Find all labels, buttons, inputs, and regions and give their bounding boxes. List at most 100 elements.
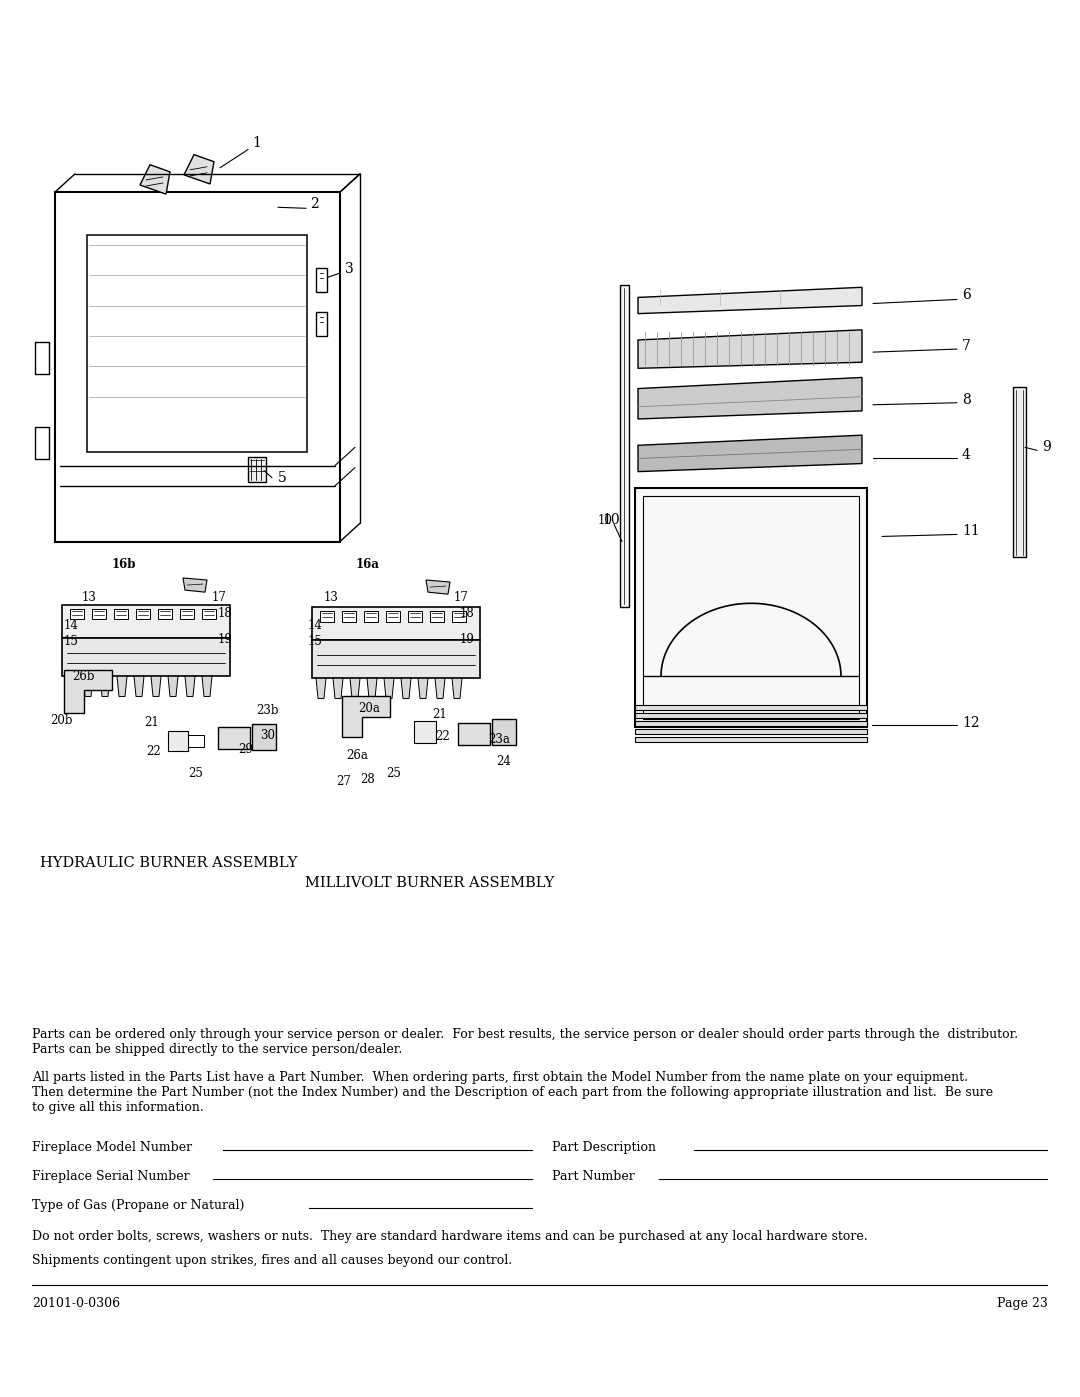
Bar	[312, 640, 480, 679]
Bar	[635, 738, 867, 742]
Bar	[1013, 387, 1026, 557]
Text: 25: 25	[188, 767, 203, 780]
Bar	[202, 609, 216, 619]
Bar	[248, 457, 266, 482]
Bar	[70, 609, 84, 619]
Bar	[62, 638, 230, 676]
Bar	[635, 704, 867, 710]
Text: Fireplace Model Number: Fireplace Model Number	[32, 1141, 192, 1154]
Text: 13: 13	[82, 591, 97, 604]
Polygon shape	[350, 679, 360, 698]
Polygon shape	[384, 679, 394, 698]
Text: 17: 17	[212, 591, 227, 604]
Text: 10: 10	[602, 513, 620, 527]
Bar	[492, 719, 516, 745]
Text: 16a: 16a	[356, 559, 380, 571]
Text: Parts can be ordered only through your service person or dealer.  For best resul: Parts can be ordered only through your s…	[32, 1028, 1018, 1056]
Bar	[114, 609, 129, 619]
Bar	[180, 609, 194, 619]
Text: HYDRAULIC BURNER ASSEMBLY: HYDRAULIC BURNER ASSEMBLY	[40, 855, 297, 869]
Polygon shape	[435, 679, 445, 698]
Text: 19: 19	[460, 633, 475, 647]
Bar	[342, 612, 356, 622]
Text: 4: 4	[962, 448, 971, 462]
Text: 22: 22	[146, 745, 161, 757]
Polygon shape	[333, 679, 343, 698]
Text: 25: 25	[386, 767, 401, 780]
Text: MILLIVOLT BURNER ASSEMBLY: MILLIVOLT BURNER ASSEMBLY	[305, 876, 554, 890]
Text: 12: 12	[962, 715, 980, 729]
Bar	[635, 488, 867, 726]
Text: 15: 15	[64, 636, 79, 648]
Bar	[168, 731, 188, 752]
Bar	[414, 721, 436, 743]
Polygon shape	[184, 155, 214, 184]
Text: 20a: 20a	[357, 703, 380, 715]
Text: 5: 5	[278, 471, 287, 485]
Bar	[316, 312, 327, 335]
Polygon shape	[638, 377, 862, 419]
Bar	[252, 724, 276, 750]
Bar	[55, 193, 340, 542]
Polygon shape	[117, 676, 127, 697]
Bar	[635, 729, 867, 733]
Polygon shape	[638, 330, 862, 369]
Text: 1: 1	[252, 137, 261, 151]
Polygon shape	[168, 676, 178, 697]
Text: HOW TO ORDER REPAIR PARTS: HOW TO ORDER REPAIR PARTS	[288, 968, 792, 996]
Polygon shape	[83, 676, 93, 697]
Text: Type of Gas (Propane or Natural): Type of Gas (Propane or Natural)	[32, 1199, 245, 1211]
Polygon shape	[638, 288, 862, 314]
Text: 16b: 16b	[112, 559, 136, 571]
Text: 17: 17	[454, 591, 469, 604]
Polygon shape	[134, 676, 144, 697]
Polygon shape	[453, 679, 462, 698]
Text: Fireplace Serial Number: Fireplace Serial Number	[32, 1169, 190, 1183]
Polygon shape	[185, 676, 195, 697]
Text: 14: 14	[308, 619, 323, 631]
Text: 10: 10	[598, 514, 612, 527]
Bar	[87, 235, 307, 453]
Bar	[453, 612, 465, 622]
Bar	[408, 612, 422, 622]
Text: 11: 11	[962, 524, 980, 538]
Bar	[320, 612, 334, 622]
Bar	[635, 721, 867, 726]
Bar	[35, 342, 49, 374]
Bar	[430, 612, 444, 622]
Text: 14: 14	[64, 619, 79, 631]
Polygon shape	[401, 679, 411, 698]
Bar	[386, 612, 400, 622]
Bar	[35, 427, 49, 460]
Text: 19: 19	[218, 633, 233, 647]
Text: Shipments contingent upon strikes, fires and all causes beyond our control.: Shipments contingent upon strikes, fires…	[32, 1255, 513, 1267]
Bar	[643, 496, 859, 719]
Text: 21: 21	[432, 708, 447, 721]
Text: All parts listed in the Parts List have a Part Number.  When ordering parts, fir: All parts listed in the Parts List have …	[32, 1071, 994, 1115]
Polygon shape	[183, 578, 207, 592]
Bar	[62, 605, 230, 638]
Polygon shape	[202, 676, 212, 697]
Text: 2: 2	[310, 197, 319, 211]
Bar	[635, 712, 867, 718]
Text: Part Number: Part Number	[552, 1169, 635, 1183]
Text: 26b: 26b	[72, 669, 95, 683]
Text: 21: 21	[144, 717, 159, 729]
Bar	[620, 285, 629, 608]
Text: Do not order bolts, screws, washers or nuts.  They are standard hardware items a: Do not order bolts, screws, washers or n…	[32, 1231, 868, 1243]
Polygon shape	[100, 676, 110, 697]
Text: 30: 30	[260, 729, 275, 742]
Text: 23a: 23a	[488, 732, 510, 746]
Text: Page 23: Page 23	[997, 1298, 1048, 1310]
Bar	[312, 608, 480, 640]
Text: 18: 18	[460, 606, 475, 620]
Bar	[92, 609, 106, 619]
Polygon shape	[367, 679, 377, 698]
Bar	[136, 609, 150, 619]
Text: 9: 9	[1042, 440, 1051, 454]
Polygon shape	[64, 671, 112, 712]
Text: 27: 27	[336, 775, 351, 788]
Text: 29: 29	[238, 743, 253, 756]
Text: 6: 6	[962, 288, 971, 302]
Text: 23b: 23b	[256, 704, 279, 717]
